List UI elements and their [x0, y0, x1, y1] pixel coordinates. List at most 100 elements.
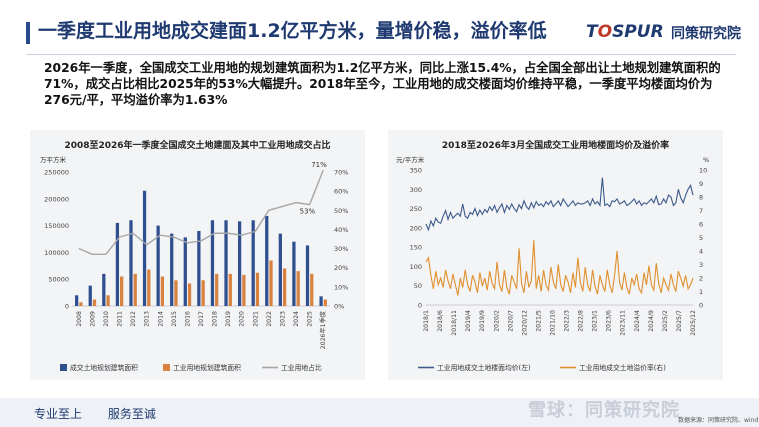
legend-swatch-total [60, 364, 67, 371]
x-tick-label: 2025 [307, 311, 314, 327]
bar-industrial [215, 273, 219, 306]
right-y-tick-label: 40% [334, 226, 348, 234]
x-tick-label: 2017 [198, 311, 205, 327]
right-chart-x-tick-label: 2023/11 [620, 310, 627, 336]
right-chart-y-tick-label: 50 [414, 282, 422, 290]
left-chart-panel: 2008至2026年一季度全国成交土地建面及其中工业用地成交占比 万平方米 0 50… [30, 130, 365, 380]
right-chart-x-tick-label: 2018/11 [451, 310, 458, 336]
right-y-tick-label: 10% [334, 283, 348, 291]
right-chart-x-tick-label: 2023/1 [592, 310, 599, 332]
right-chart-x-tick-label: 2023/6 [606, 310, 613, 332]
right-chart-y-tick-label: 250 [410, 205, 422, 213]
right-chart-y-axis-title: 元/平方米 [396, 155, 425, 164]
title-divider [26, 54, 736, 55]
bar-industrial [187, 283, 192, 306]
bar-industrial [120, 276, 124, 306]
x-tick-label: 2021 [252, 311, 259, 327]
x-tick-label: 2016 [184, 311, 191, 327]
line-industrial-share [78, 169, 324, 256]
logo-chinese-name: 同策研究院 [671, 26, 741, 42]
bar-industrial [282, 268, 287, 306]
right-chart-y-tick-label: 100 [410, 263, 422, 271]
bar-total [305, 245, 310, 306]
watermark: 雪球：同策研究院 [528, 400, 680, 421]
bar-total [292, 241, 296, 306]
right-chart-y2-tick-label: 0 [699, 302, 703, 310]
title-bar [0, 0, 759, 56]
footer-slogan-2: 服务至诚 [107, 407, 156, 421]
right-chart-x-tick-label: 2020/12 [521, 310, 528, 336]
right-chart-x-tick-label: 2025/2 [662, 310, 669, 332]
right-chart-y2-tick-label: 5 [699, 234, 703, 242]
left-chart-svg: 万平方米 0 50000 100000 150000 200000 250000 0% 10% 2… [40, 155, 348, 372]
bar-industrial [174, 280, 178, 306]
right-chart-x-tick-label: 2025/12 [690, 310, 697, 336]
x-tick-label: 2022 [266, 311, 273, 327]
right-chart-y2-tick-label: 9 [699, 180, 703, 188]
left-y-tick-label: 150000 [44, 222, 69, 230]
bar-total [265, 215, 269, 306]
bar-industrial [79, 302, 83, 306]
data-source: 数据来源：同策研究院、wind [678, 417, 759, 424]
bar-industrial [296, 271, 300, 306]
legend-label-price: 工业用地成交土地楼面均价(左) [437, 363, 531, 372]
bar-total [210, 220, 215, 306]
company-logo: TOSPUR [586, 22, 664, 42]
bar-industrial [160, 276, 165, 306]
bar-total [142, 190, 147, 306]
bar-total [251, 220, 255, 306]
right-y-tick-label: 60% [334, 188, 348, 196]
footer-band [0, 398, 759, 427]
logo-en-o: O [597, 22, 613, 42]
bar-industrial [228, 273, 232, 306]
x-tick-label: 2009 [89, 311, 96, 327]
bar-industrial [310, 273, 314, 306]
bar-industrial [269, 260, 273, 306]
right-chart-y2-tick-label: 4 [699, 248, 703, 256]
legend-label-industrial: 工业用地规划建筑面积 [173, 363, 241, 372]
bar-industrial [147, 269, 151, 306]
line-premium-rate [425, 240, 694, 296]
x-tick-label: 2024 [293, 311, 300, 327]
right-chart-y2-tick-label: 10 [699, 167, 707, 175]
bar-industrial [92, 299, 97, 306]
x-tick-label: 2008 [76, 311, 83, 327]
bar-total [237, 221, 242, 306]
page-title: 一季度工业用地成交建面1.2亿平方米，量增价稳，溢价率低 [38, 20, 547, 42]
right-chart-x-tick-label: 2024/9 [648, 310, 655, 332]
right-chart-panel: 2018至2026年3月全国成交工业用地楼面均价及溢价率 元/平方米% 0 50 10… [388, 130, 723, 380]
bar-total [170, 233, 174, 306]
bar-industrial [106, 295, 110, 306]
left-y-tick-label: 100000 [44, 249, 69, 257]
bar-total [102, 273, 106, 306]
right-chart-y2-tick-label: 3 [699, 261, 703, 269]
bar-industrial [201, 280, 205, 306]
left-y-tick-label: 0 [65, 303, 69, 311]
right-chart-y2-tick-label: 7 [699, 207, 703, 215]
right-chart-y-tick-label: 150 [410, 244, 422, 252]
legend-label-share: 工业用地占比 [281, 363, 322, 372]
bar-total [183, 237, 187, 306]
x-tick-label: 2010 [103, 311, 110, 327]
right-chart-title: 2018至2026年3月全国成交工业用地楼面均价及溢价率 [441, 141, 670, 151]
footer-slogan-1: 专业至上 [34, 407, 83, 421]
bar-total [197, 230, 201, 306]
bar-total [115, 222, 120, 306]
annotation-71: 71% [311, 161, 327, 169]
annotation-53: 53% [300, 208, 316, 216]
right-chart-y-tick-label: 300 [410, 186, 422, 194]
bar-total [319, 296, 323, 306]
left-chart-title: 2008至2026年一季度全国成交土地建面及其中工业用地成交占比 [64, 141, 331, 151]
right-chart-x-tick-label: 2020/7 [507, 310, 514, 332]
footer-slogan: 专业至上 服务至诚 [34, 405, 178, 422]
legend-label-total: 成交土地规划建筑面积 [70, 363, 138, 372]
left-y-tick-label: 250000 [44, 169, 69, 177]
right-chart-x-tick-label: 2025/7 [676, 310, 683, 332]
right-chart-x-tick-label: 2022/8 [578, 310, 585, 332]
right-chart-x-tick-label: 2018/6 [437, 310, 444, 332]
x-tick-label: 2011 [117, 311, 124, 327]
right-chart-x-tick-label: 2021/5 [535, 310, 542, 332]
x-tick-label: 2018 [212, 311, 219, 327]
bar-total [278, 233, 282, 306]
right-chart-y2-axis-title: % [703, 156, 709, 164]
